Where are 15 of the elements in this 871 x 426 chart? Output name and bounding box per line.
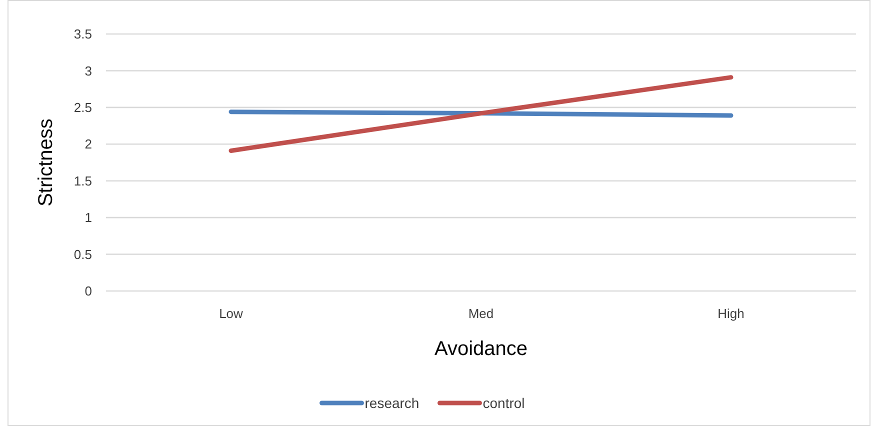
y-tick-label: 0: [84, 284, 92, 299]
legend-label: control: [482, 394, 525, 411]
y-tick-label: 1: [84, 210, 92, 226]
y-tick-label: 3: [84, 63, 92, 78]
y-tick-label: 1.5: [74, 173, 92, 188]
y-axis-title: Strictness: [35, 118, 57, 206]
y-tick-label: 2.5: [74, 100, 92, 115]
y-tick-label: 0.5: [74, 246, 92, 262]
x-axis-title: Avoidance: [434, 338, 528, 360]
legend-label: research: [364, 394, 420, 411]
x-tick-label: Low: [219, 306, 244, 321]
y-tick-label: 3.5: [74, 26, 92, 42]
x-tick-label: High: [718, 306, 744, 321]
x-tick-label: Med: [468, 306, 494, 321]
y-tick-label: 2: [84, 136, 92, 152]
